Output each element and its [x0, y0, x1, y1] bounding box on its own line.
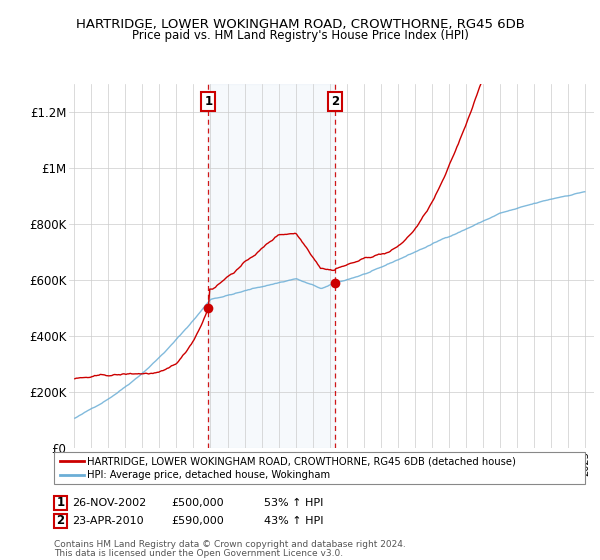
Text: Price paid vs. HM Land Registry's House Price Index (HPI): Price paid vs. HM Land Registry's House … [131, 29, 469, 42]
Text: HPI: Average price, detached house, Wokingham: HPI: Average price, detached house, Woki… [87, 470, 330, 480]
Text: 1: 1 [56, 496, 65, 510]
Text: This data is licensed under the Open Government Licence v3.0.: This data is licensed under the Open Gov… [54, 549, 343, 558]
Text: £500,000: £500,000 [171, 498, 224, 508]
Text: 2: 2 [56, 514, 65, 528]
Text: 43% ↑ HPI: 43% ↑ HPI [264, 516, 323, 526]
Text: Contains HM Land Registry data © Crown copyright and database right 2024.: Contains HM Land Registry data © Crown c… [54, 540, 406, 549]
Text: 26-NOV-2002: 26-NOV-2002 [72, 498, 146, 508]
Text: 2: 2 [331, 95, 339, 108]
Text: 23-APR-2010: 23-APR-2010 [72, 516, 143, 526]
Text: 53% ↑ HPI: 53% ↑ HPI [264, 498, 323, 508]
Text: HARTRIDGE, LOWER WOKINGHAM ROAD, CROWTHORNE, RG45 6DB (detached house): HARTRIDGE, LOWER WOKINGHAM ROAD, CROWTHO… [87, 456, 516, 466]
Bar [208, 84, 335, 448]
Text: 1: 1 [204, 95, 212, 108]
Text: £590,000: £590,000 [171, 516, 224, 526]
Text: HARTRIDGE, LOWER WOKINGHAM ROAD, CROWTHORNE, RG45 6DB: HARTRIDGE, LOWER WOKINGHAM ROAD, CROWTHO… [76, 18, 524, 31]
